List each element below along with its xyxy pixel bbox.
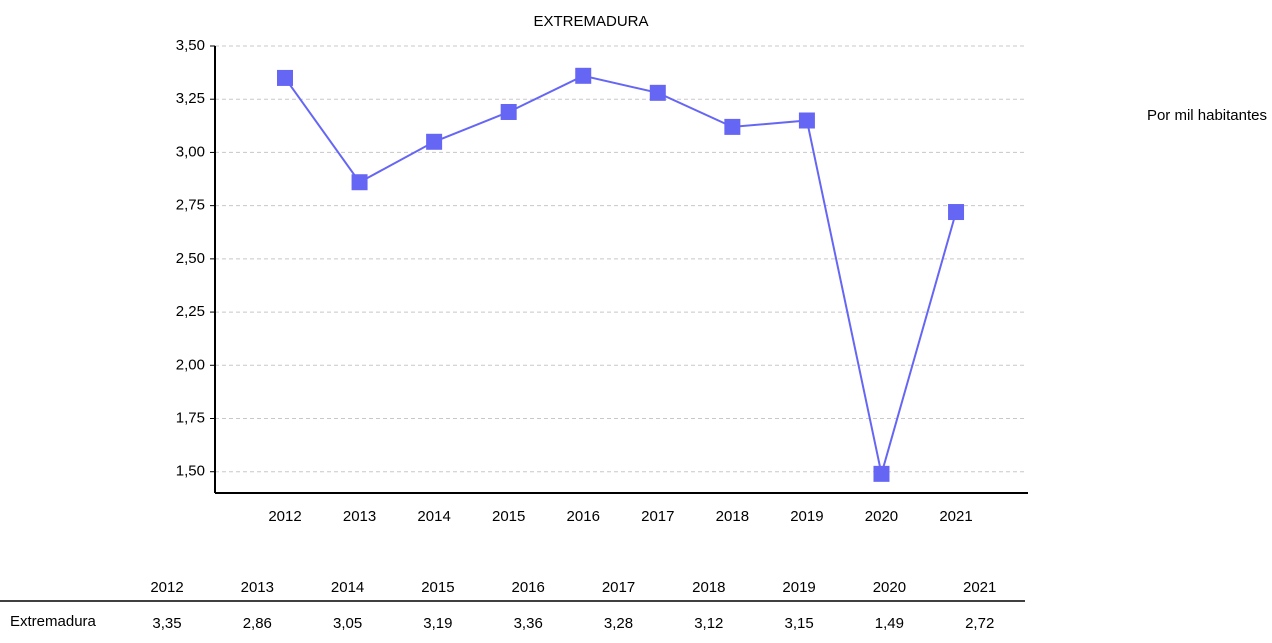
x-tick-label: 2021 (939, 508, 972, 525)
data-point (724, 118, 741, 135)
data-point (873, 465, 890, 482)
data-point (649, 84, 666, 101)
data-point (798, 112, 815, 129)
table-header: 2012 (150, 579, 183, 596)
table-header: 2019 (782, 579, 815, 596)
y-tick-label: 2,50 (176, 250, 205, 267)
x-tick-label: 2020 (865, 508, 898, 525)
y-tick-label: 1,75 (176, 409, 205, 426)
table-cell: 3,12 (694, 615, 723, 632)
table-row-label: Extremadura (10, 613, 97, 630)
table-header: 2013 (241, 579, 274, 596)
y-tick-label: 3,50 (176, 37, 205, 54)
table-cell: 1,49 (875, 615, 904, 632)
data-point (575, 67, 592, 84)
table-header: 2015 (421, 579, 454, 596)
data-point (351, 174, 368, 191)
table-cell: 3,36 (514, 615, 543, 632)
x-tick-label: 2017 (641, 508, 674, 525)
table-cell: 3,19 (423, 615, 452, 632)
table-cell: 3,28 (604, 615, 633, 632)
table-cell: 2,72 (965, 615, 994, 632)
table-cell: 3,05 (333, 615, 362, 632)
x-tick-label: 2012 (268, 508, 301, 525)
chart-title: EXTREMADURA (533, 13, 648, 30)
data-point (948, 204, 965, 221)
data-point (500, 103, 517, 120)
x-tick-label: 2014 (417, 508, 450, 525)
y-tick-label: 2,00 (176, 356, 205, 373)
x-tick-label: 2013 (343, 508, 376, 525)
table-header: 2020 (873, 579, 906, 596)
y-tick-label: 3,00 (176, 143, 205, 160)
x-tick-label: 2019 (790, 508, 823, 525)
table-cell: 2,86 (243, 615, 272, 632)
unit-annotation: Por mil habitantes (1147, 107, 1267, 124)
table-header: 2021 (963, 579, 996, 596)
data-point (277, 69, 293, 86)
x-tick-label: 2016 (567, 508, 600, 525)
y-tick-label: 3,25 (176, 90, 205, 107)
x-tick-label: 2015 (492, 508, 525, 525)
y-tick-label: 1,50 (176, 463, 205, 480)
table-header: 2014 (331, 579, 364, 596)
table-cell: 3,15 (784, 615, 813, 632)
data-point (426, 133, 443, 150)
table-header: 2016 (512, 579, 545, 596)
table-header: 2018 (692, 579, 725, 596)
y-tick-label: 2,75 (176, 197, 205, 214)
table-header: 2017 (602, 579, 635, 596)
y-tick-label: 2,25 (176, 303, 205, 320)
x-tick-label: 2018 (716, 508, 749, 525)
series-line (284, 74, 958, 475)
table-cell: 3,35 (152, 615, 181, 632)
